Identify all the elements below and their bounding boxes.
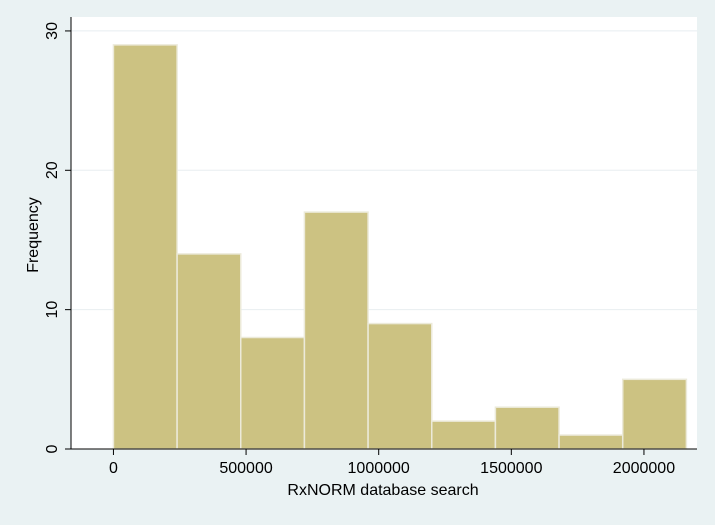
x-tick-label: 500000 xyxy=(219,460,272,477)
y-tick-label: 30 xyxy=(44,22,61,40)
histogram-bar xyxy=(303,211,369,450)
histogram-bar xyxy=(240,336,306,450)
x-tick-label: 2000000 xyxy=(613,460,675,477)
histogram-bar xyxy=(558,434,624,450)
histogram-bar xyxy=(176,253,242,450)
x-tick-label: 1000000 xyxy=(348,460,410,477)
histogram-bar xyxy=(621,378,688,450)
x-tick-label: 1500000 xyxy=(480,460,542,477)
histogram-bar xyxy=(367,322,433,450)
histogram-bar xyxy=(112,44,178,450)
axes xyxy=(70,17,697,450)
y-tick-label: 0 xyxy=(44,444,61,453)
x-axis-ticks: 0 500000 1000000 1500000 2000000 xyxy=(109,449,675,477)
y-tick-label: 10 xyxy=(44,301,61,319)
histogram-bar xyxy=(430,420,497,450)
histogram-bar xyxy=(494,406,560,450)
y-axis-label: Frequency xyxy=(25,197,42,273)
y-axis-ticks: 0 10 20 30 xyxy=(44,22,71,453)
y-tick-label: 20 xyxy=(44,161,61,179)
x-tick-label: 0 xyxy=(109,460,118,477)
x-axis-label: RxNORM database search xyxy=(287,482,478,499)
histogram-bars xyxy=(112,44,688,450)
